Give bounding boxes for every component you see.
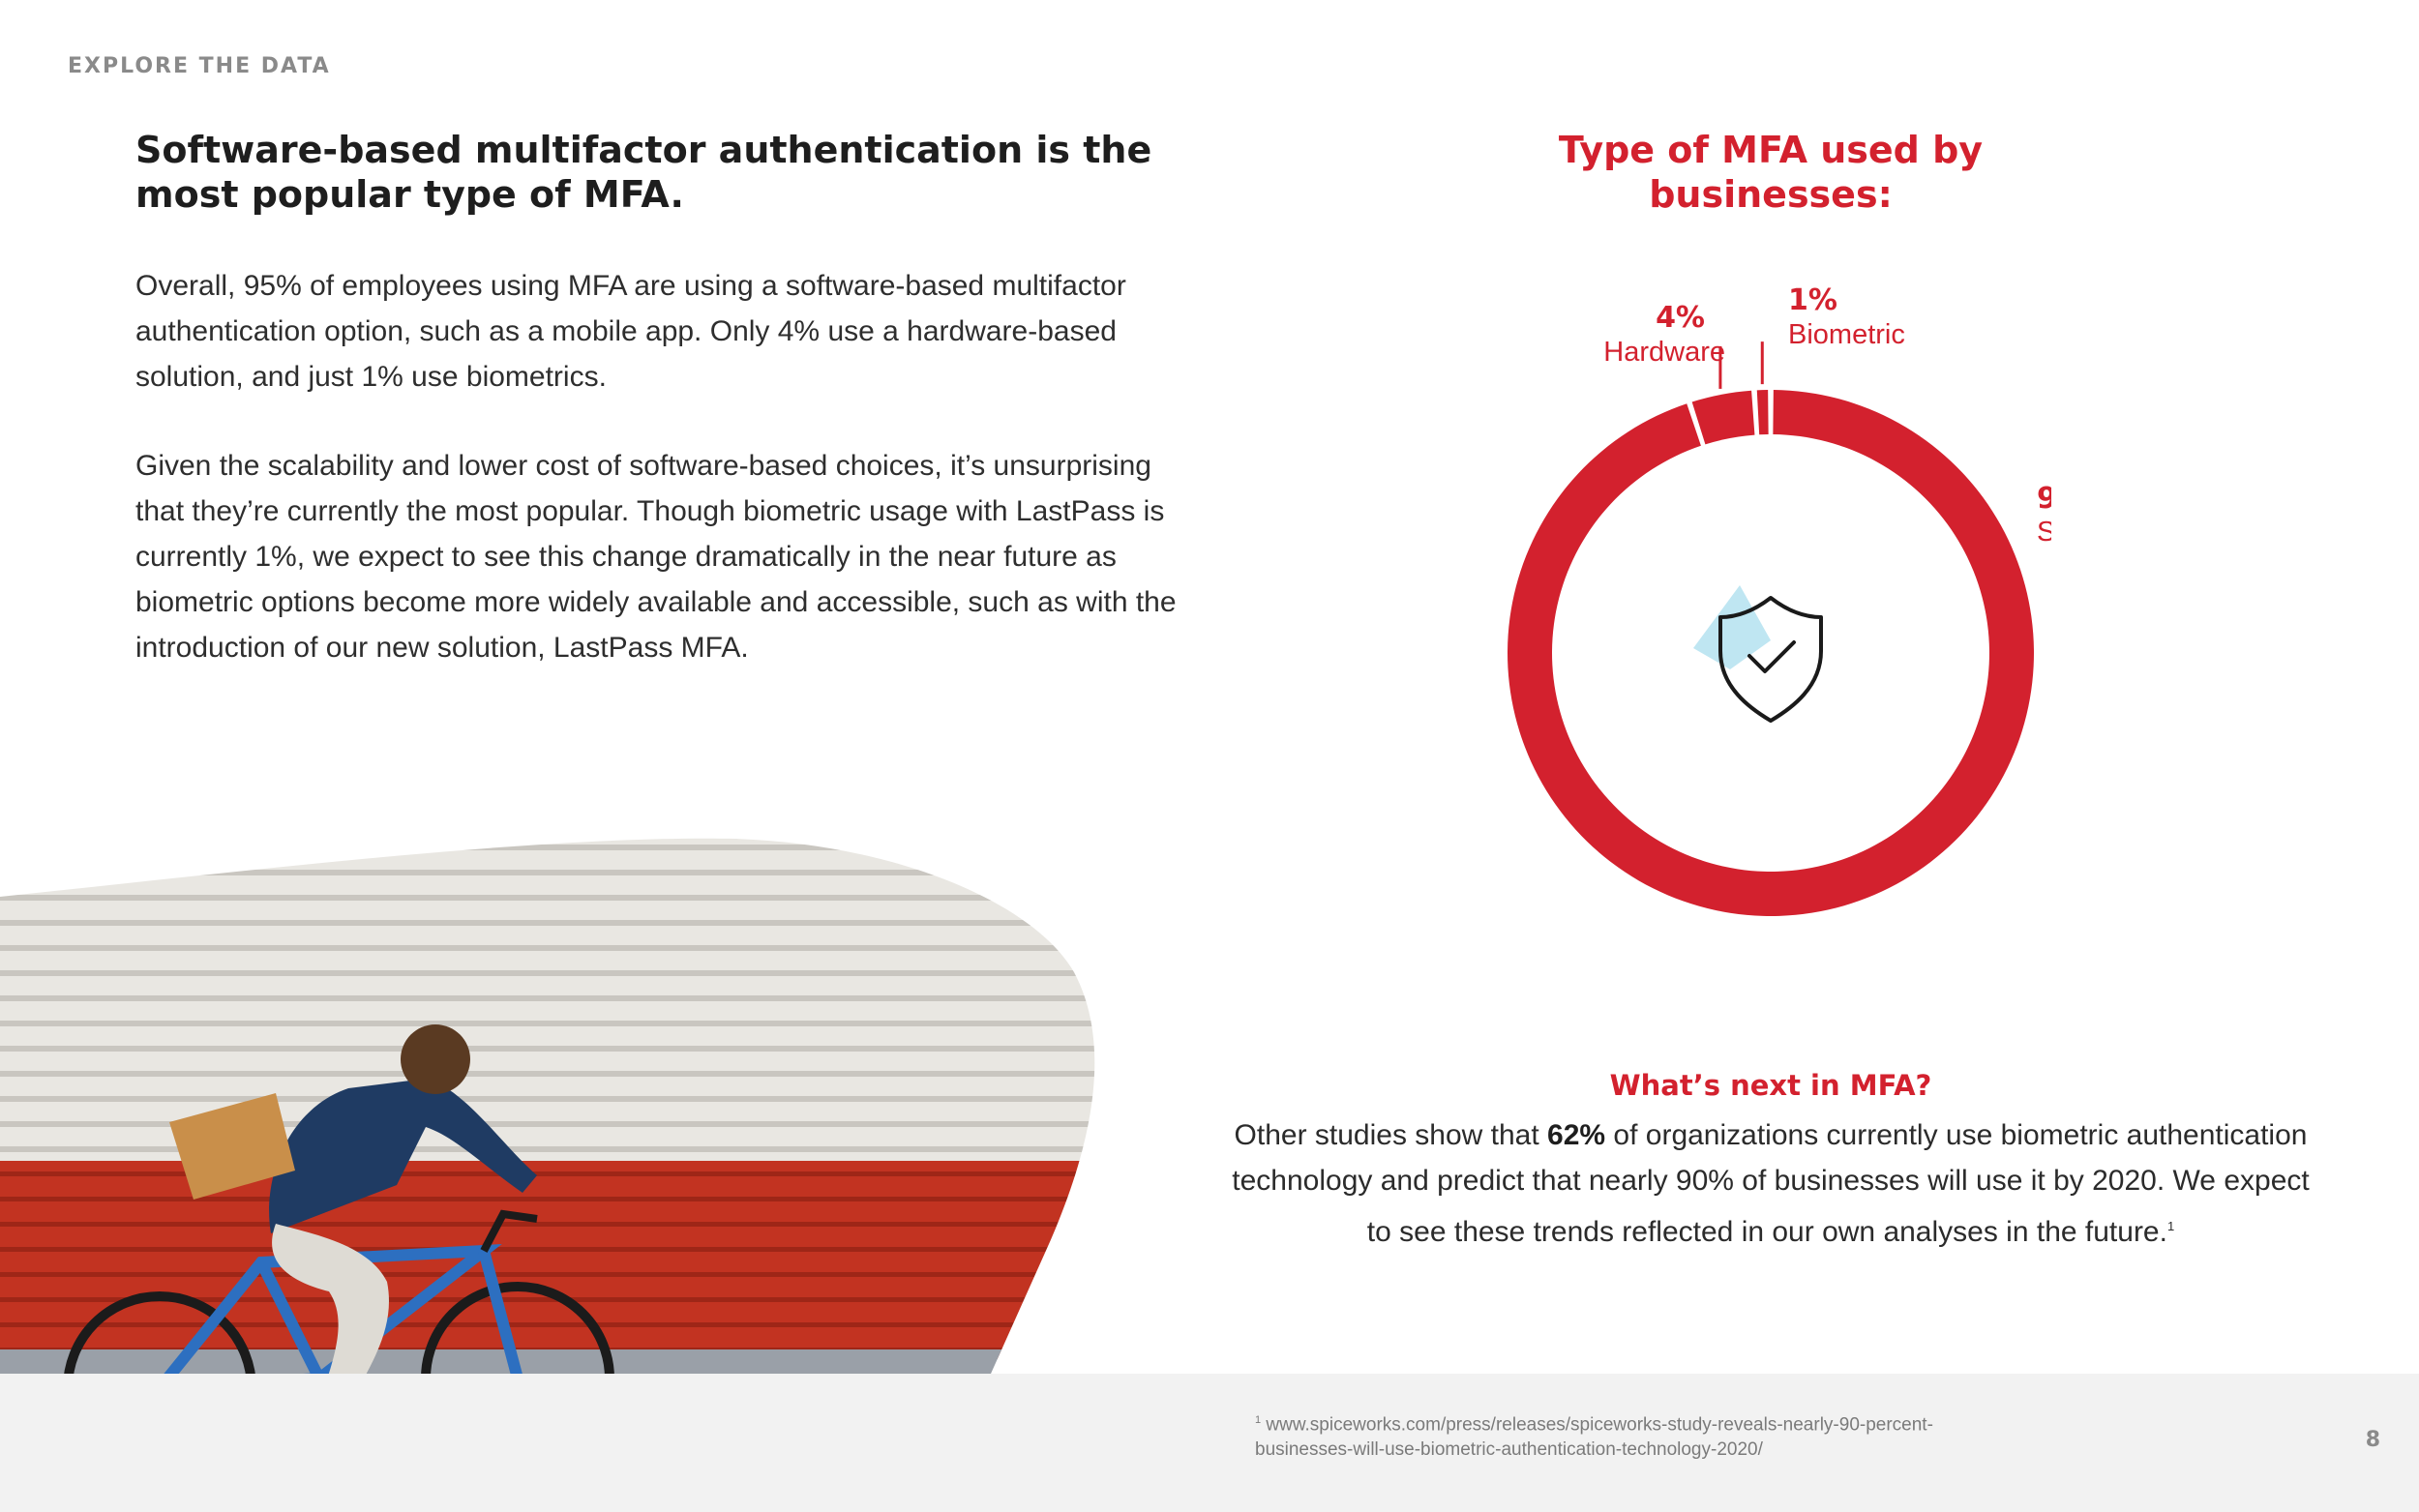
chart-title: Type of MFA used by businesses: bbox=[1558, 129, 1984, 216]
body-paragraph-1: Overall, 95% of employees using MFA are … bbox=[135, 270, 1126, 393]
whats-next-highlight: 62% bbox=[1547, 1119, 1606, 1151]
donut-slice-software bbox=[1508, 390, 2034, 917]
whats-next-text-after: of organizations currently use biometric… bbox=[1232, 1119, 2310, 1248]
whats-next-title: What’s next in MFA? bbox=[1609, 1069, 1932, 1102]
donut-slice-biometric bbox=[1756, 390, 1769, 435]
category-label-biometric: Biometric bbox=[1788, 319, 1905, 350]
donut-slice-hardware bbox=[1691, 390, 1755, 445]
page-headline: Software-based multifactor authenticatio… bbox=[135, 129, 1152, 216]
donut-slices bbox=[1508, 390, 2034, 917]
footnote-url[interactable]: www.spiceworks.com/press/releases/spicew… bbox=[1255, 1414, 1933, 1461]
value-label-biometric: 1% bbox=[1788, 283, 1837, 317]
body-paragraph-2: Given the scalability and lower cost of … bbox=[135, 450, 1177, 664]
footnote-reference: 1 bbox=[2166, 1219, 2175, 1233]
category-label-software: Software bbox=[2037, 517, 2051, 548]
footer-band bbox=[0, 1374, 2419, 1512]
category-label-hardware: Hardware bbox=[1603, 337, 1725, 368]
value-label-software: 95% bbox=[2037, 482, 2051, 516]
mfa-donut-chart: 4% Hardware 1% Biometric 95% Software bbox=[1508, 283, 2051, 917]
whats-next-text-before: Other studies show that bbox=[1234, 1119, 1548, 1151]
whats-next-body: Other studies show that 62% of organizat… bbox=[1219, 1112, 2322, 1255]
shield-check-icon bbox=[1693, 585, 1823, 723]
donut-leader-lines bbox=[1718, 341, 1764, 389]
section-eyebrow: EXPLORE THE DATA bbox=[68, 54, 331, 78]
footnote: 1 www.spiceworks.com/press/releases/spic… bbox=[1255, 1408, 1990, 1463]
value-label-hardware: 4% bbox=[1656, 301, 1705, 335]
footnote-marker: 1 bbox=[1255, 1414, 1262, 1426]
page-number: 8 bbox=[2365, 1428, 2380, 1452]
